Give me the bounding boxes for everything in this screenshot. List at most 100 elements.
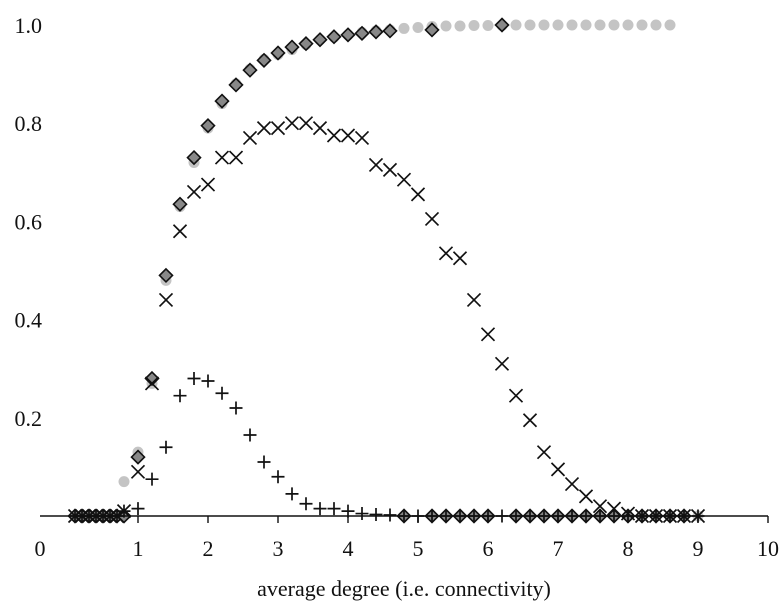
point-diamond bbox=[270, 45, 286, 61]
point-plus bbox=[369, 508, 383, 522]
point-plus bbox=[201, 374, 215, 388]
point-cross bbox=[480, 327, 496, 342]
point-diamond bbox=[340, 27, 356, 43]
y-tick-label: 0.2 bbox=[15, 406, 43, 431]
point-diamond bbox=[312, 32, 328, 48]
point-diamond bbox=[172, 196, 188, 212]
y-tick-label: 0.6 bbox=[15, 209, 43, 234]
point-diamond bbox=[214, 93, 230, 109]
point-circle bbox=[650, 19, 662, 31]
point-cross bbox=[172, 224, 188, 239]
point-plus bbox=[187, 372, 201, 386]
x-tick-label: 8 bbox=[623, 536, 634, 561]
point-cross bbox=[256, 121, 272, 136]
y-axis-ticks: 0.2 0.4 0.6 0.8 1.0 bbox=[15, 13, 43, 431]
point-cross bbox=[522, 413, 538, 428]
point-cross bbox=[550, 462, 566, 477]
point-cross bbox=[200, 177, 216, 192]
point-diamond bbox=[144, 370, 160, 387]
point-cross bbox=[326, 128, 342, 143]
point-cross bbox=[452, 251, 468, 266]
x-tick-label: 0 bbox=[35, 536, 46, 561]
point-diamond bbox=[298, 36, 314, 52]
x-tick-label: 10 bbox=[757, 536, 779, 561]
point-circle bbox=[552, 19, 564, 31]
point-diamond bbox=[158, 267, 174, 284]
point-circle bbox=[468, 19, 480, 31]
y-tick-label: 0.8 bbox=[15, 111, 43, 136]
point-plus bbox=[145, 472, 159, 486]
point-diamond bbox=[284, 39, 300, 55]
x-axis-ticks: 0 1 2 3 4 5 6 7 8 9 10 bbox=[35, 516, 779, 561]
series-diamond bbox=[67, 17, 692, 524]
point-diamond bbox=[424, 22, 440, 38]
point-circle bbox=[566, 19, 578, 31]
point-cross bbox=[564, 476, 580, 492]
y-tick-label: 0.4 bbox=[15, 308, 43, 333]
point-diamond bbox=[256, 52, 272, 68]
x-tick-label: 3 bbox=[273, 536, 284, 561]
point-diamond bbox=[130, 449, 146, 465]
point-cross bbox=[298, 116, 314, 131]
point-circle bbox=[412, 21, 424, 33]
point-plus bbox=[383, 508, 397, 522]
point-circle bbox=[580, 19, 592, 31]
point-plus bbox=[257, 455, 271, 469]
point-diamond bbox=[326, 29, 342, 45]
point-cross bbox=[368, 157, 384, 173]
chart-marks bbox=[67, 17, 706, 524]
point-cross bbox=[354, 130, 370, 146]
point-cross bbox=[382, 162, 398, 177]
point-diamond bbox=[228, 77, 244, 93]
point-plus bbox=[159, 440, 173, 454]
point-cross bbox=[438, 246, 454, 261]
point-cross bbox=[130, 464, 146, 479]
point-diamond bbox=[242, 62, 258, 78]
point-cross bbox=[536, 445, 552, 460]
point-cross bbox=[144, 376, 160, 391]
series-plus bbox=[68, 372, 705, 523]
point-diamond bbox=[382, 23, 398, 39]
point-diamond bbox=[200, 118, 216, 134]
point-diamond bbox=[354, 25, 370, 41]
point-plus bbox=[271, 470, 285, 484]
point-cross bbox=[340, 128, 356, 143]
point-circle bbox=[594, 19, 606, 31]
point-circle bbox=[454, 20, 466, 32]
point-cross bbox=[242, 130, 258, 146]
point-circle bbox=[608, 19, 620, 31]
point-plus bbox=[299, 497, 313, 511]
x-tick-label: 2 bbox=[203, 536, 214, 561]
point-cross bbox=[270, 121, 286, 136]
point-cross bbox=[606, 501, 622, 516]
point-cross bbox=[158, 292, 174, 308]
y-tick-label: 1.0 bbox=[15, 13, 43, 38]
x-tick-label: 4 bbox=[343, 536, 354, 561]
point-cross bbox=[578, 489, 594, 504]
point-cross bbox=[508, 388, 524, 403]
point-plus bbox=[229, 401, 243, 415]
point-cross bbox=[396, 172, 412, 187]
point-cross bbox=[466, 292, 482, 308]
point-circle bbox=[664, 19, 676, 31]
point-circle bbox=[510, 19, 522, 31]
x-tick-label: 5 bbox=[413, 536, 424, 561]
point-plus bbox=[243, 428, 257, 442]
point-cross bbox=[284, 116, 300, 131]
point-cross bbox=[228, 150, 244, 165]
point-cross bbox=[312, 121, 328, 136]
point-circle bbox=[524, 19, 536, 31]
point-circle bbox=[636, 19, 648, 31]
x-axis-title: average degree (i.e. connectivity) bbox=[257, 576, 551, 601]
point-cross bbox=[494, 356, 510, 371]
point-plus bbox=[285, 487, 299, 501]
point-plus bbox=[215, 386, 229, 400]
point-diamond bbox=[368, 24, 384, 40]
x-tick-label: 9 bbox=[693, 536, 704, 561]
point-circle bbox=[118, 476, 130, 488]
point-cross bbox=[214, 150, 230, 165]
series-cross bbox=[67, 116, 706, 524]
point-plus bbox=[131, 502, 145, 516]
point-circle bbox=[482, 19, 494, 31]
point-plus bbox=[173, 389, 187, 403]
